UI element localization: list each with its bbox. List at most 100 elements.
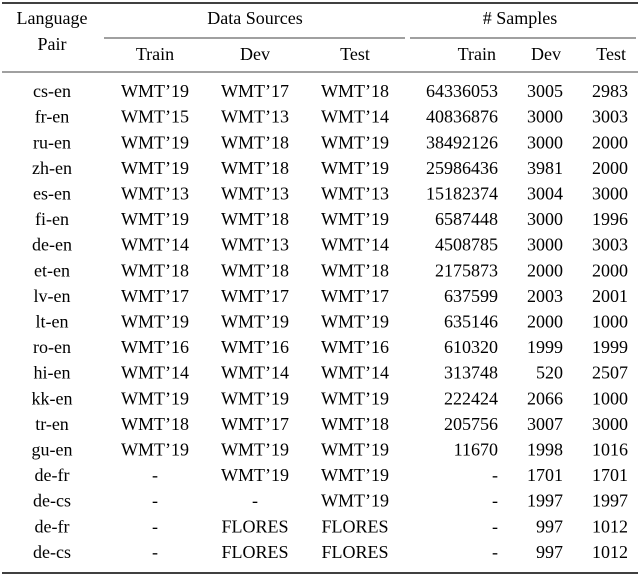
cell: WMT’13 xyxy=(121,184,189,204)
cell: 3981 xyxy=(527,158,563,178)
cell: WMT’16 xyxy=(121,337,189,357)
cell: WMT’14 xyxy=(321,107,389,127)
cell: WMT’19 xyxy=(321,132,389,152)
cell: 64336053 xyxy=(426,81,498,101)
cell: 3007 xyxy=(527,414,563,434)
cell: WMT’14 xyxy=(321,363,389,383)
column-header: Train xyxy=(136,44,174,64)
row-label: ro-en xyxy=(33,337,71,357)
row-label: gu-en xyxy=(32,440,73,460)
cell: - xyxy=(152,465,158,485)
cell: 40836876 xyxy=(426,107,498,127)
cell: WMT’14 xyxy=(121,235,189,255)
cell: WMT’15 xyxy=(121,107,189,127)
cell: 1997 xyxy=(527,491,563,511)
cell: WMT’17 xyxy=(221,286,289,306)
cell: 2066 xyxy=(527,388,563,408)
cell: 1996 xyxy=(592,209,628,229)
cell: 2000 xyxy=(592,260,628,280)
cell: 3000 xyxy=(592,414,628,434)
cell: WMT’14 xyxy=(121,363,189,383)
row-label: tr-en xyxy=(35,414,69,434)
cell: - xyxy=(252,491,258,511)
cell: 38492126 xyxy=(426,132,498,152)
cell: 1012 xyxy=(592,542,628,562)
cell: WMT’19 xyxy=(221,440,289,460)
cell: - xyxy=(492,542,498,562)
cell: WMT’13 xyxy=(221,235,289,255)
cell: WMT’19 xyxy=(221,388,289,408)
cell: 997 xyxy=(536,516,563,536)
cell: 2000 xyxy=(527,260,563,280)
cell: WMT’18 xyxy=(221,158,289,178)
cell: WMT’17 xyxy=(121,286,189,306)
cell: - xyxy=(492,516,498,536)
cell: WMT’19 xyxy=(221,465,289,485)
cell: 997 xyxy=(536,542,563,562)
cell: WMT’19 xyxy=(321,465,389,485)
row-label: et-en xyxy=(34,260,70,280)
cell: WMT’14 xyxy=(221,363,289,383)
row-label: ru-en xyxy=(33,132,71,152)
column-header: Train xyxy=(458,44,496,64)
cell: WMT’19 xyxy=(321,158,389,178)
cell: 1012 xyxy=(592,516,628,536)
cell: WMT’19 xyxy=(321,209,389,229)
cell: WMT’16 xyxy=(321,337,389,357)
cell: 3000 xyxy=(527,235,563,255)
cell: 637599 xyxy=(444,286,498,306)
cell: 25986436 xyxy=(426,158,498,178)
cell: 2003 xyxy=(527,286,563,306)
cell: WMT’19 xyxy=(321,312,389,332)
cell: - xyxy=(152,491,158,511)
cell: WMT’18 xyxy=(121,414,189,434)
cell: 2175873 xyxy=(435,260,498,280)
cell: - xyxy=(492,465,498,485)
cell: WMT’18 xyxy=(221,132,289,152)
cell: 1000 xyxy=(592,312,628,332)
cell: FLORES xyxy=(221,516,288,536)
row-label: es-en xyxy=(33,184,71,204)
cell: 222424 xyxy=(444,388,498,408)
cell: 313748 xyxy=(444,363,498,383)
row-label: de-fr xyxy=(35,516,70,536)
cell: WMT’19 xyxy=(121,81,189,101)
row-label: lt-en xyxy=(36,312,69,332)
column-header: Dev xyxy=(531,44,561,64)
cell: WMT’13 xyxy=(221,107,289,127)
cell: WMT’19 xyxy=(121,209,189,229)
cell: 2000 xyxy=(592,132,628,152)
row-label: de-cs xyxy=(33,491,71,511)
cell: 3000 xyxy=(527,107,563,127)
row-label: hi-en xyxy=(34,363,71,383)
cell: 15182374 xyxy=(426,184,498,204)
cell: WMT’19 xyxy=(121,132,189,152)
cell: WMT’17 xyxy=(221,414,289,434)
cell: WMT’17 xyxy=(321,286,389,306)
cell: WMT’18 xyxy=(321,414,389,434)
cell: 1701 xyxy=(592,465,628,485)
cell: 6587448 xyxy=(435,209,498,229)
cell: WMT’19 xyxy=(121,388,189,408)
cell: WMT’19 xyxy=(321,388,389,408)
cell: WMT’19 xyxy=(121,158,189,178)
cell: FLORES xyxy=(321,542,388,562)
cell: 2000 xyxy=(527,312,563,332)
column-header: Test xyxy=(596,44,626,64)
cell: WMT’18 xyxy=(221,260,289,280)
cell: 2000 xyxy=(592,158,628,178)
cell: 610320 xyxy=(444,337,498,357)
cell: WMT’16 xyxy=(221,337,289,357)
row-label: de-cs xyxy=(33,542,71,562)
header-cell: Data Sources xyxy=(207,8,302,28)
cell: 2507 xyxy=(592,363,628,383)
row-label: kk-en xyxy=(32,388,73,408)
cell: WMT’19 xyxy=(121,440,189,460)
cell: 11670 xyxy=(454,440,498,460)
cell: 3000 xyxy=(527,209,563,229)
cell: 3003 xyxy=(592,107,628,127)
cell: 2983 xyxy=(592,81,628,101)
header-cell: Pair xyxy=(38,34,67,54)
header-cell: # Samples xyxy=(483,8,558,28)
